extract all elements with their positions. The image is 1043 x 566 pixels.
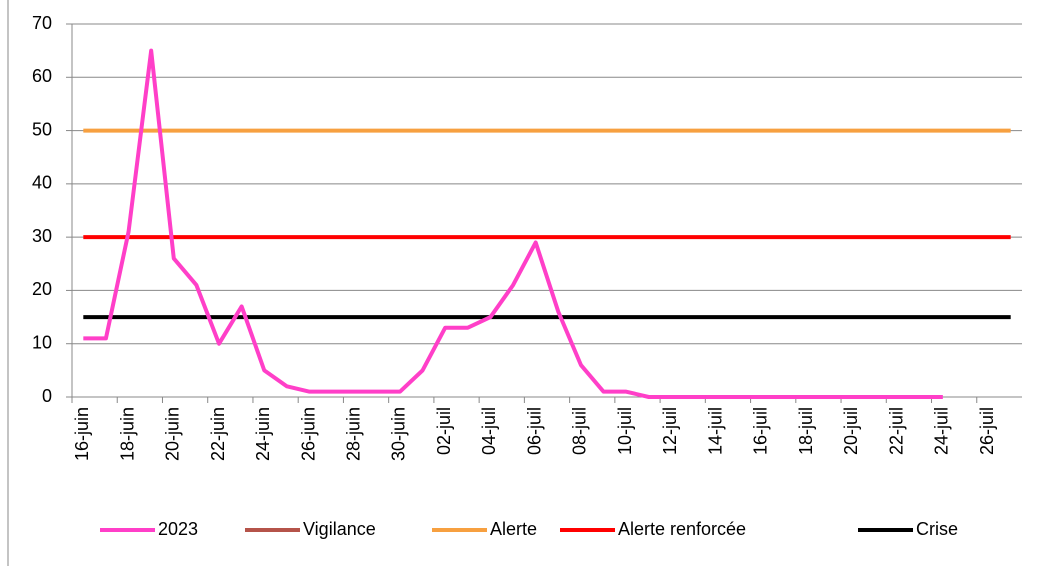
x-tick-label: 24-juil [932,407,952,455]
x-tick-label: 28-juin [343,407,363,461]
x-tick-label: 26-juin [298,407,318,461]
x-tick-label: 16-juin [72,407,92,461]
legend-label: Alerte [490,519,537,539]
x-tick-label: 22-juil [886,407,906,455]
y-tick-label: 60 [32,66,52,86]
y-tick-label: 20 [32,279,52,299]
series-line [83,48,943,399]
x-tick-label: 26-juil [977,407,997,455]
legend-label: Vigilance [303,519,376,539]
y-tick-label: 70 [32,13,52,33]
x-tick-label: 30-juin [389,407,409,461]
y-tick-label: 10 [32,332,52,352]
legend-label: 2023 [158,519,198,539]
legend-label: Alerte renforcée [618,519,746,539]
x-tick-label: 16-juil [751,407,771,455]
x-tick-label: 14-juil [705,407,725,455]
y-tick-label: 0 [42,386,52,406]
y-tick-label: 50 [32,119,52,139]
x-tick-label: 02-juil [434,407,454,455]
x-tick-label: 12-juil [660,407,680,455]
x-tick-label: 10-juil [615,407,635,455]
x-tick-label: 18-juin [117,407,137,461]
x-tick-label: 06-juil [524,407,544,455]
x-tick-label: 20-juin [163,407,183,461]
x-tick-label: 22-juin [208,407,228,461]
x-tick-label: 18-juil [796,407,816,455]
x-tick-label: 08-juil [570,407,590,455]
x-tick-label: 20-juil [841,407,861,455]
y-tick-label: 30 [32,226,52,246]
x-tick-label: 24-juin [253,407,273,461]
x-tick-label: 04-juil [479,407,499,455]
legend-label: Crise [916,519,958,539]
y-tick-label: 40 [32,173,52,193]
